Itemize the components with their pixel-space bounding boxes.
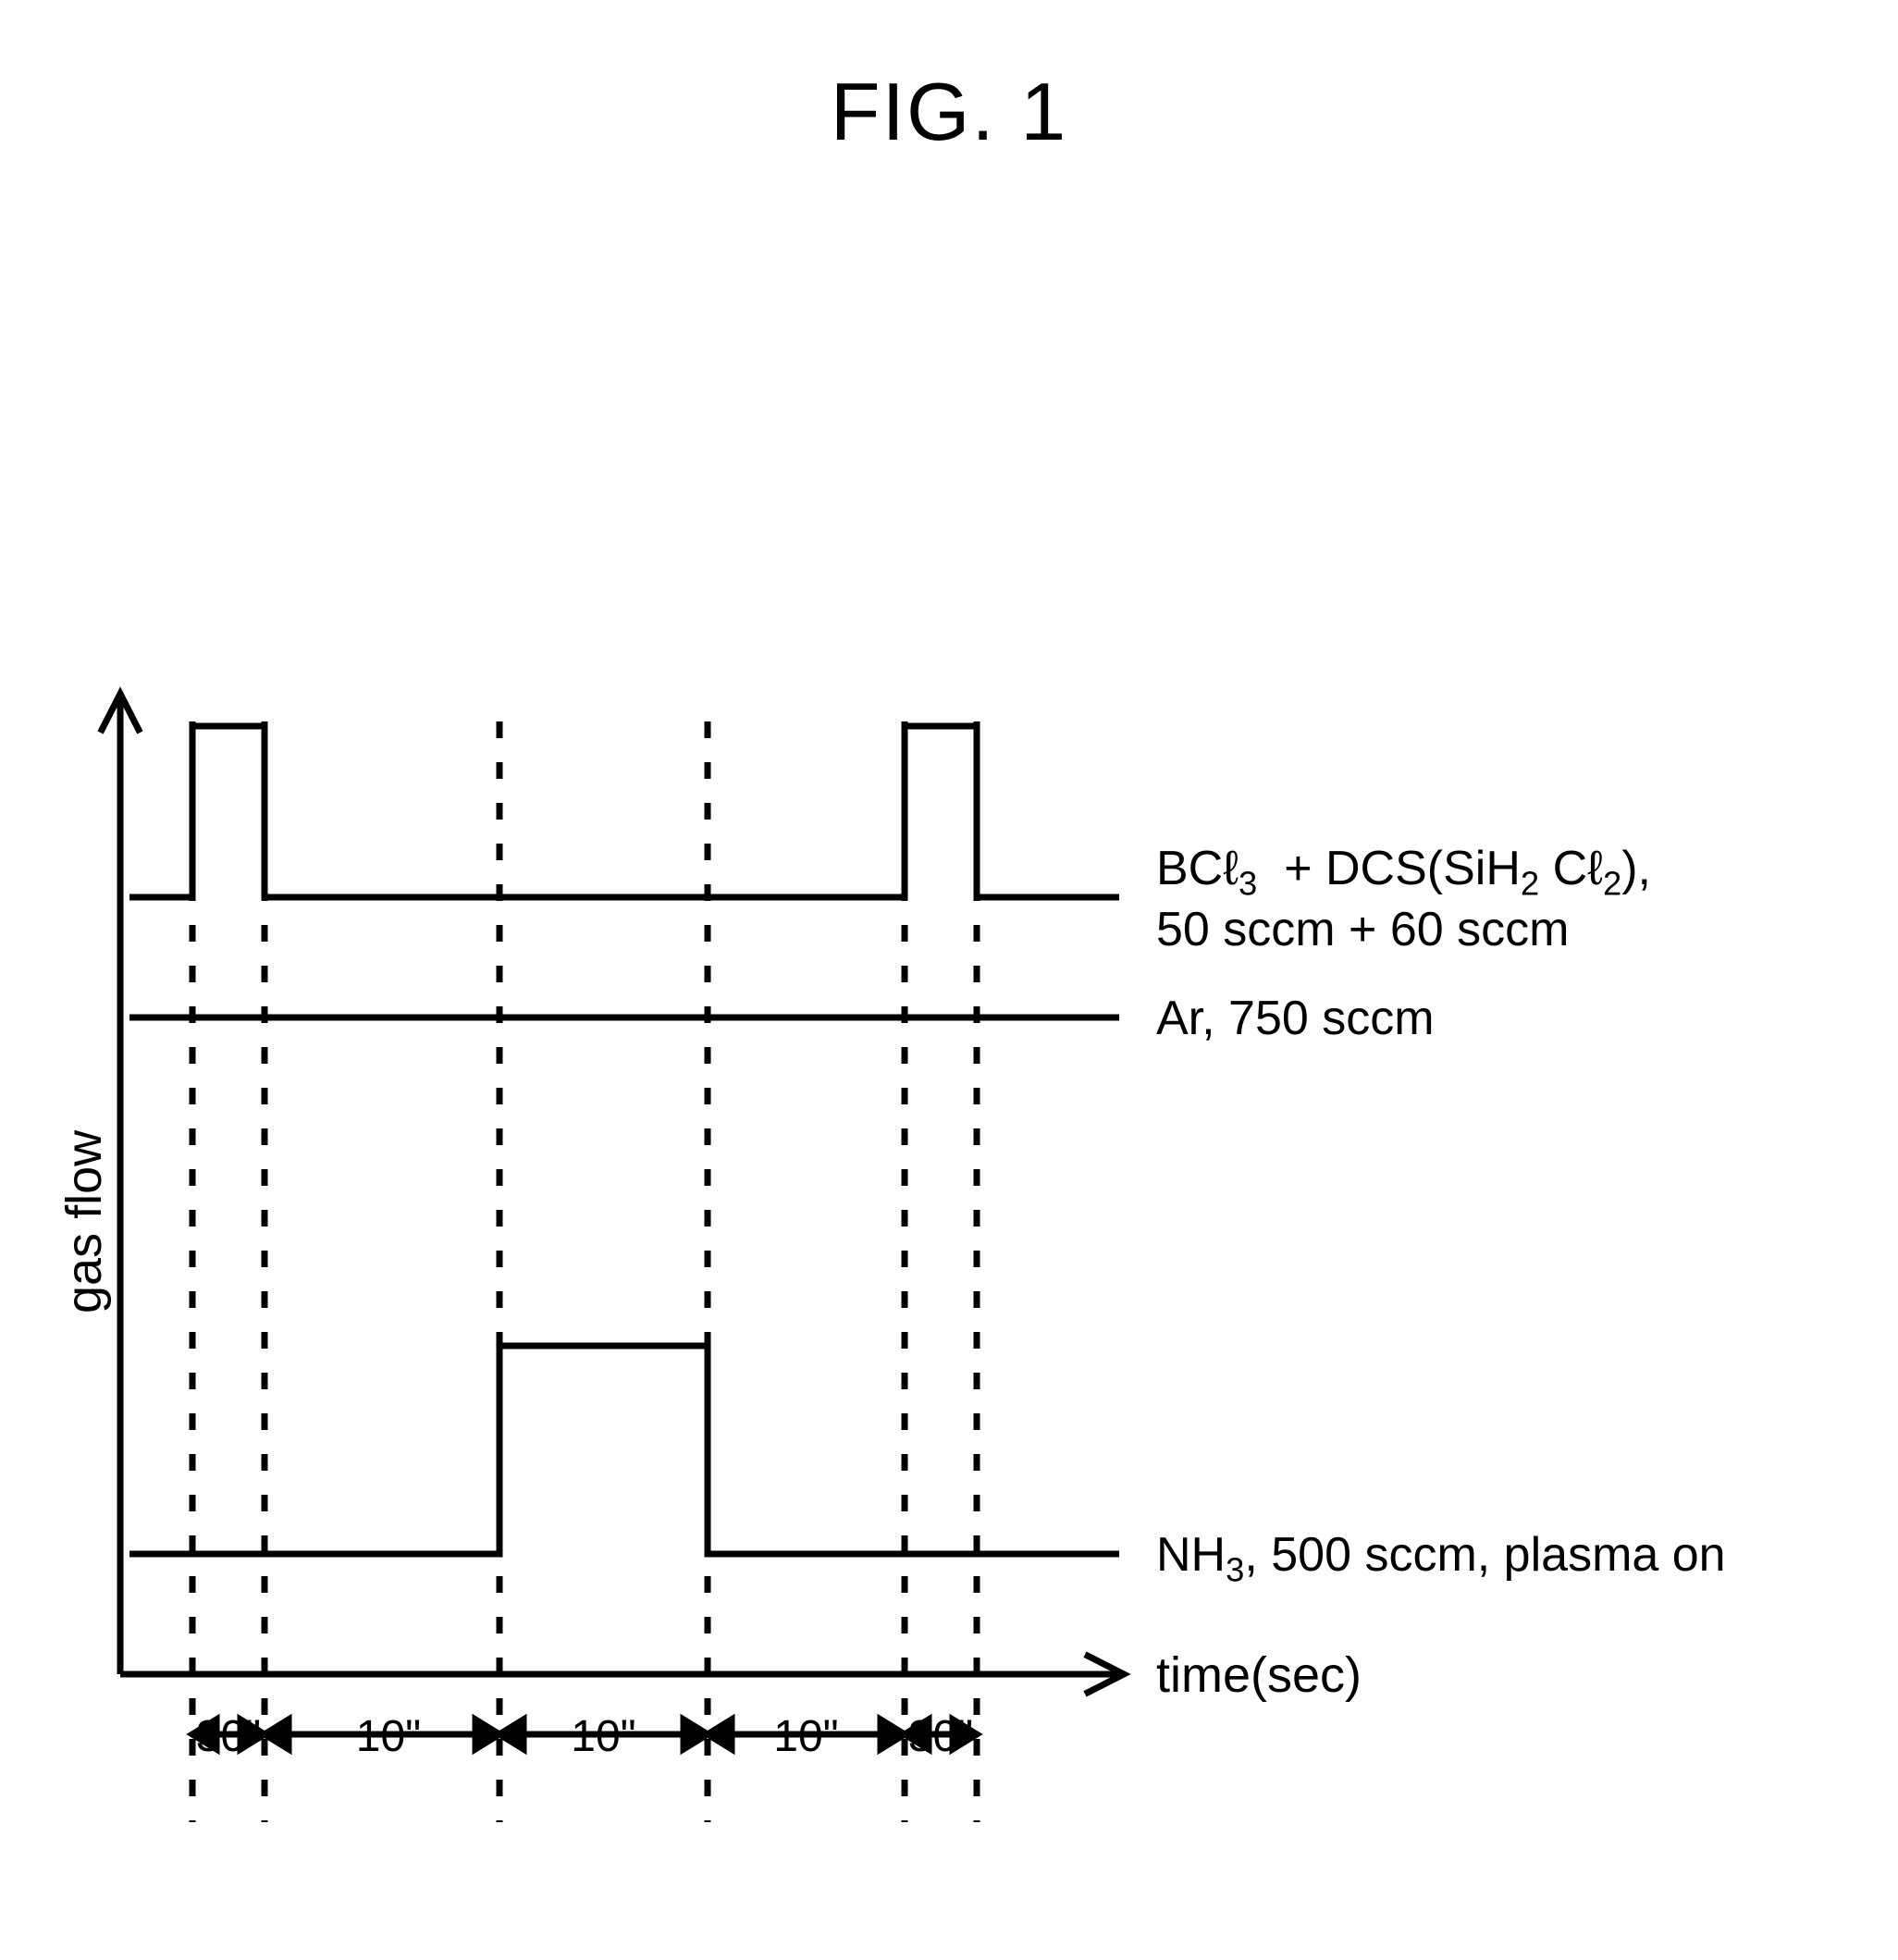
interval-label-2: 10" xyxy=(499,1711,708,1762)
chart-svg xyxy=(92,629,1804,1878)
interval-label-3: 10" xyxy=(708,1711,905,1762)
interval-label-1: 10" xyxy=(287,1711,490,1762)
timing-chart: gas flow time(sec) BCℓ3 + DCS(SiH2 Cℓ2),… xyxy=(92,629,1804,1878)
series-label-bottom: NH3, 500 sccm, plasma on xyxy=(1156,1528,1726,1589)
figure-title: FIG. 1 xyxy=(0,65,1898,159)
interval-label-4: 30" xyxy=(905,1711,977,1762)
interval-label-0: 30" xyxy=(192,1711,265,1762)
page: FIG. 1 gas flow time(sec) BCℓ3 + DCS(SiH… xyxy=(0,0,1898,1960)
x-axis-label: time(sec) xyxy=(1156,1646,1362,1704)
y-axis-label: gas flow xyxy=(55,1130,113,1313)
series-label-top: BCℓ3 + DCS(SiH2 Cℓ2),50 sccm + 60 sccm xyxy=(1156,842,1651,958)
series-label-mid: Ar, 750 sccm xyxy=(1156,992,1435,1047)
